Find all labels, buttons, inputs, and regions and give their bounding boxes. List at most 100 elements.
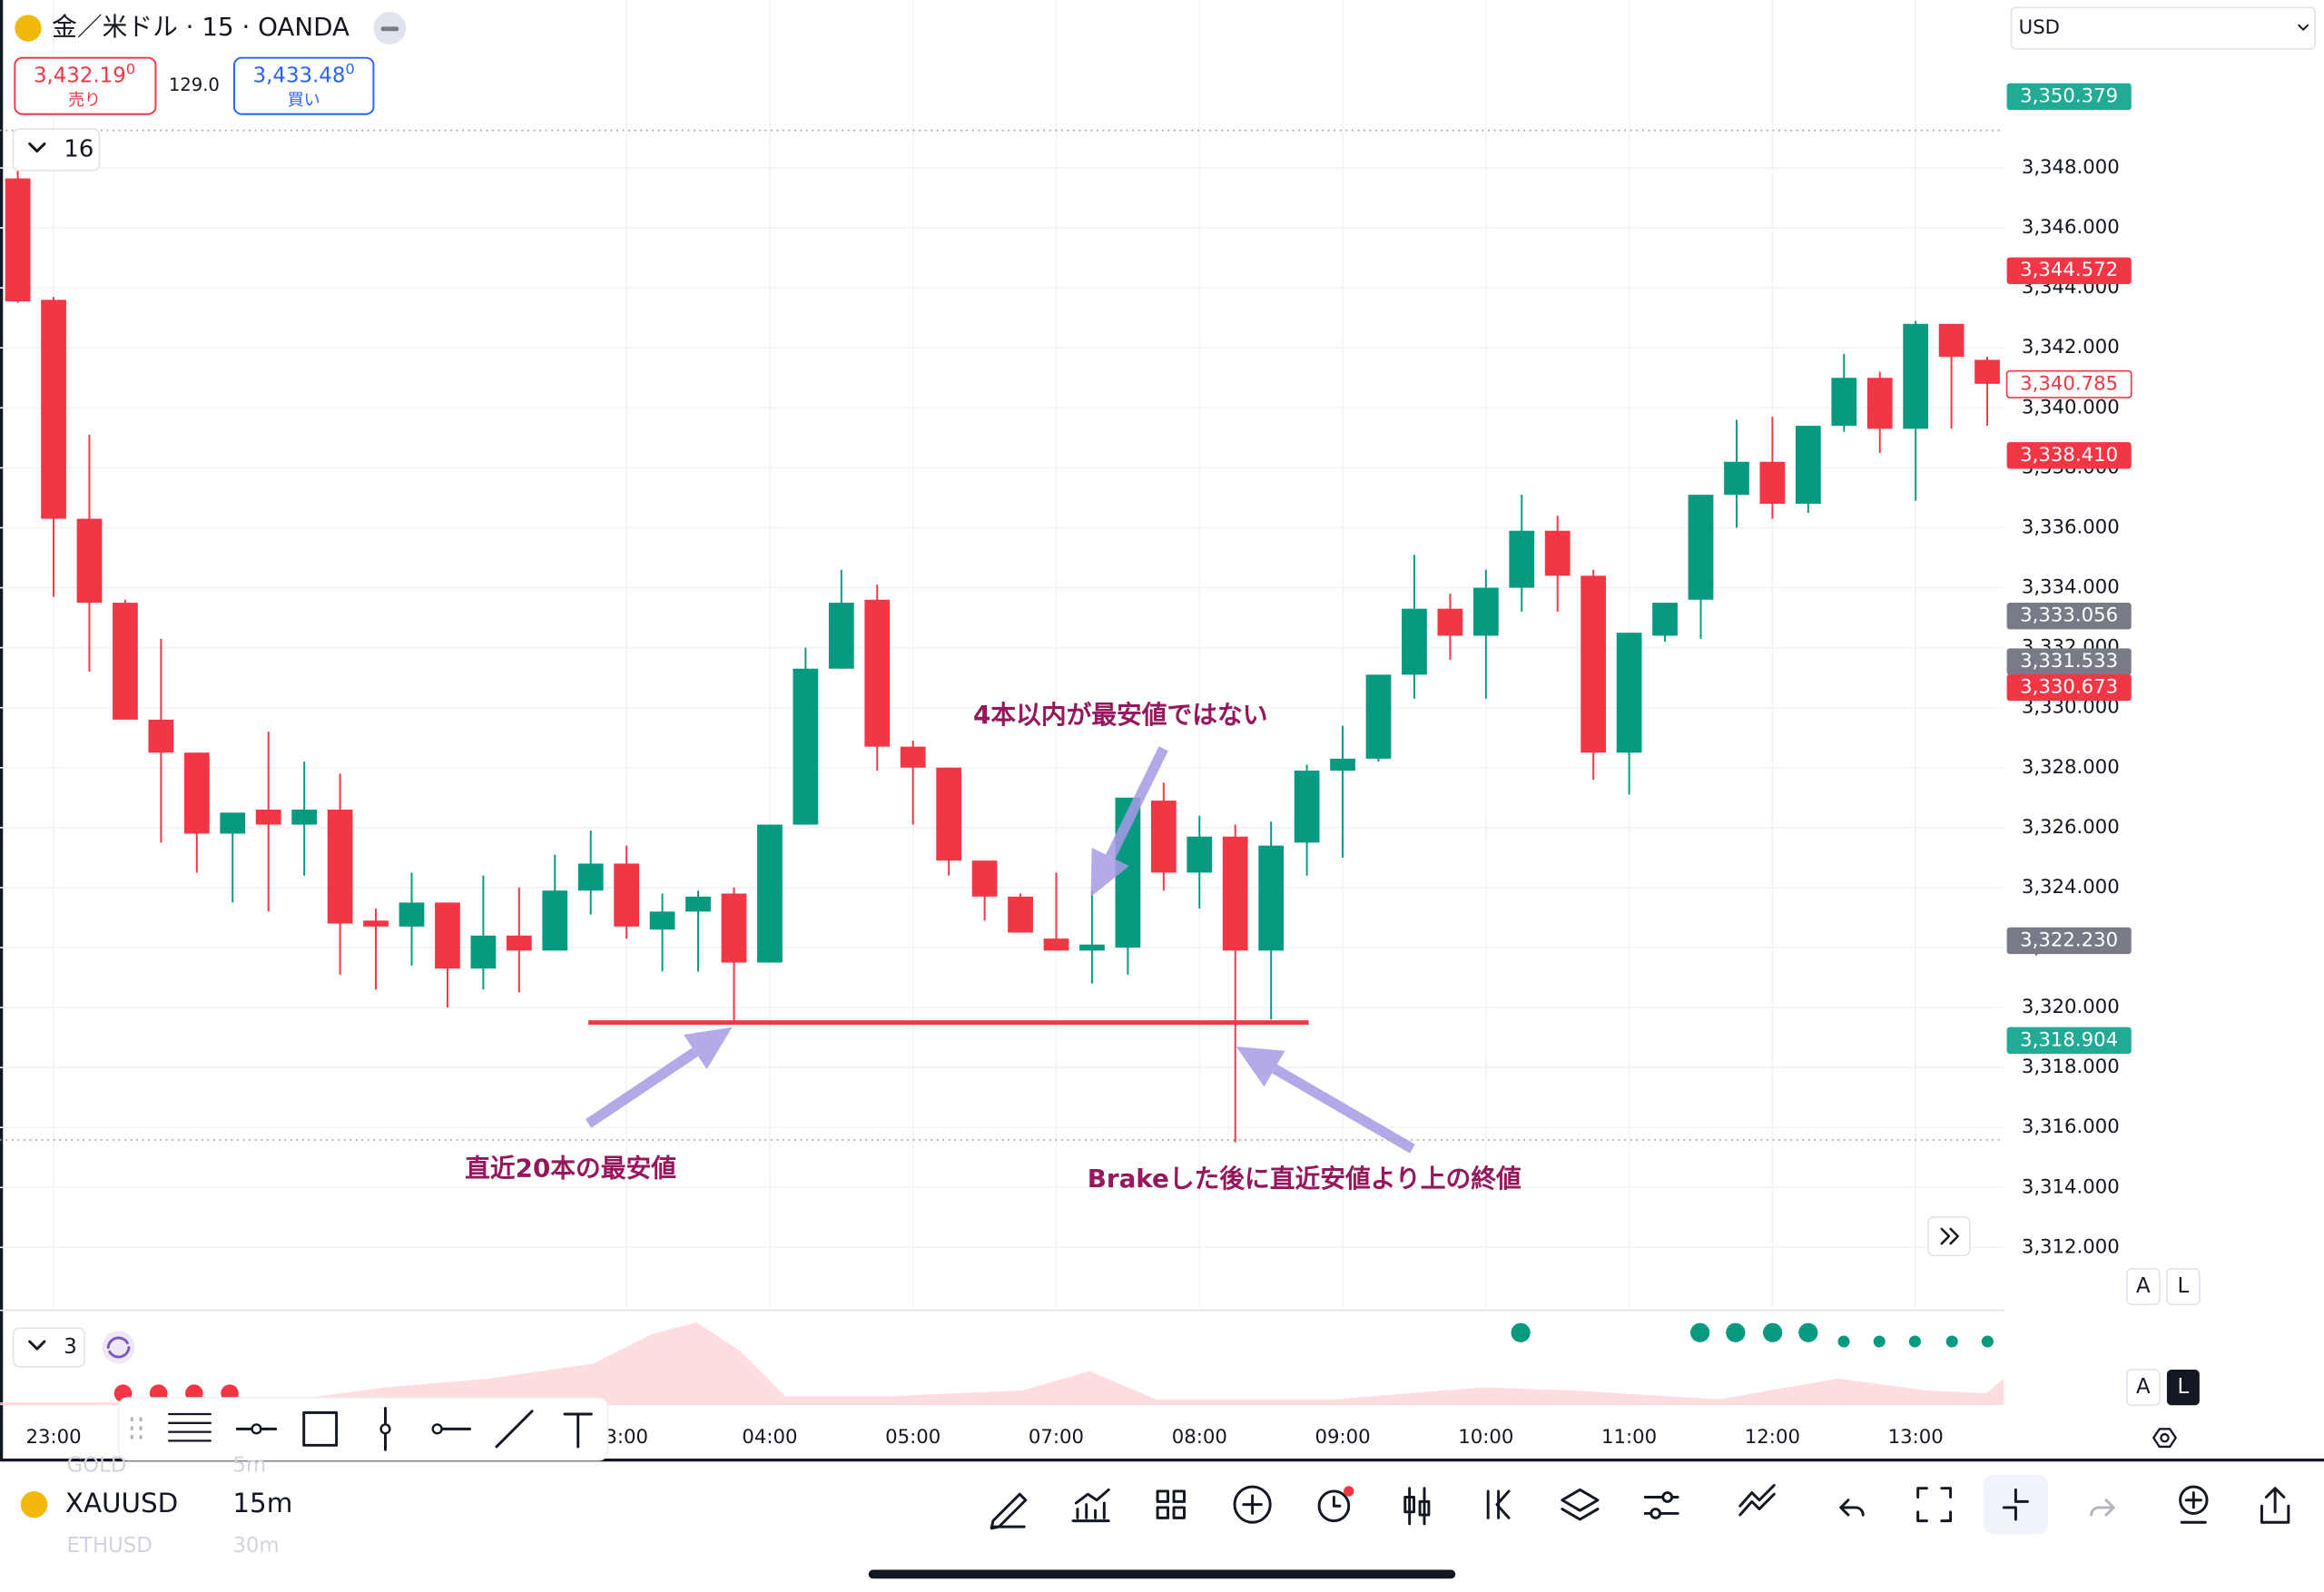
buy-button[interactable] <box>232 56 375 115</box>
candle-body <box>41 300 66 519</box>
log-scale-button[interactable] <box>2166 1268 2201 1305</box>
draw-icon[interactable] <box>990 1492 1028 1530</box>
candle-body <box>1330 758 1355 771</box>
collapse-icon <box>380 26 399 32</box>
buy-price-sup: 0 <box>345 60 354 77</box>
undo-icon[interactable] <box>1839 1499 1865 1517</box>
symbol-icon <box>20 1490 48 1518</box>
price-badge <box>2006 927 2132 955</box>
candle-body <box>1544 530 1571 576</box>
text-tool[interactable] <box>563 1412 593 1449</box>
x-tick-label: 04:00 <box>742 1426 797 1449</box>
candle-body <box>113 603 138 720</box>
home-indicator <box>868 1569 1456 1579</box>
fullscreen-icon[interactable] <box>1916 1487 1953 1523</box>
x-tick-label: 12:00 <box>1745 1426 1800 1449</box>
watchlist-interval: 5m <box>232 1454 266 1478</box>
add-icon-cross <box>1242 1494 1263 1515</box>
annotation-arrow-head <box>1090 847 1129 898</box>
y-tick-label: 3,312.000 <box>2022 1235 2120 1258</box>
annotation-arrow-head <box>684 1027 733 1070</box>
currency-select[interactable] <box>2010 6 2317 50</box>
annotation-arrow-shaft <box>585 1047 699 1128</box>
settings-icon[interactable] <box>2152 1428 2177 1449</box>
candle-body <box>793 668 819 825</box>
compare-icon[interactable] <box>1738 1483 1776 1517</box>
annotation: 直近20本の最安値 <box>465 1154 676 1184</box>
y-tick-label: 3,314.000 <box>2022 1175 2120 1198</box>
trend-tool[interactable] <box>495 1410 534 1449</box>
candle-body <box>1616 633 1642 753</box>
pane-auto-button[interactable] <box>2126 1369 2161 1407</box>
publish-icon[interactable] <box>2179 1485 2209 1515</box>
x-tick-label: 13:00 <box>1888 1426 1944 1449</box>
candle-body <box>577 863 604 891</box>
rect-tool[interactable] <box>302 1410 339 1447</box>
price-badge <box>2006 442 2132 469</box>
candle-body <box>971 860 998 897</box>
alert-icon[interactable] <box>1317 1489 1351 1523</box>
add-icon[interactable] <box>1233 1485 1272 1524</box>
candles-icon[interactable] <box>1408 1487 1426 1526</box>
watchlist-interval: 30m <box>232 1534 279 1558</box>
bottom-symbol[interactable]: XAUUSD <box>65 1488 178 1518</box>
price-badge <box>2005 369 2132 398</box>
signal-dot <box>1690 1322 1710 1342</box>
y-tick-label: 3,348.000 <box>2022 156 2120 179</box>
bottom-bar: GOLD 5m XAUUSD 15m ETHUSD 30m <box>20 1454 2290 1579</box>
y-tick-label: 3,326.000 <box>2022 816 2120 839</box>
price-badge-label: 3,318.904 <box>2020 1028 2118 1051</box>
candle-body <box>1831 378 1857 427</box>
x-tick-label: 23:00 <box>25 1426 81 1449</box>
share-icon[interactable] <box>2260 1487 2290 1524</box>
crosshair-button[interactable] <box>1983 1474 2049 1535</box>
pane-log-button[interactable] <box>2166 1370 2200 1406</box>
candle-body <box>148 719 174 753</box>
candle-body <box>1008 896 1033 933</box>
auto-scale-button[interactable] <box>2126 1268 2161 1305</box>
candle-body <box>1759 461 1786 505</box>
spread: 129.0 <box>169 74 220 95</box>
layers-icon[interactable] <box>1561 1488 1600 1521</box>
fib-tool[interactable] <box>167 1412 212 1442</box>
y-tick-label: 3,346.000 <box>2022 216 2120 239</box>
refresh-button[interactable] <box>102 1331 135 1364</box>
pane-toggle[interactable] <box>12 1327 85 1368</box>
bottom-interval[interactable]: 15m <box>232 1488 292 1518</box>
symbol-title: 金／米ドル · 15 · OANDA <box>52 12 350 42</box>
y-tick-label: 3,328.000 <box>2022 756 2120 779</box>
hline-handle <box>251 1423 262 1435</box>
indicator-toggle[interactable] <box>12 128 101 172</box>
pane-auto-label: A <box>2136 1375 2151 1399</box>
price-badge <box>2006 257 2132 284</box>
y-tick-label: 3,316.000 <box>2022 1115 2120 1138</box>
x-tick-label: 08:00 <box>1172 1426 1227 1449</box>
replay-icon[interactable] <box>1486 1489 1511 1519</box>
redo-icon[interactable] <box>2090 1499 2115 1517</box>
y-tick-label: 3,324.000 <box>2022 876 2120 899</box>
publish-icon-cross <box>2180 1491 2207 1524</box>
candle-body <box>1437 608 1463 636</box>
x-tick-label: 07:00 <box>1029 1426 1084 1449</box>
candle-body <box>1150 801 1177 873</box>
x-tick-label: 10:00 <box>1458 1426 1513 1449</box>
candle-body <box>1903 323 1929 429</box>
annotation: Brakeした後に直近安値より上の終値 <box>1088 1164 1521 1194</box>
price-badge-label: 3,338.410 <box>2020 444 2118 467</box>
indicators-icon[interactable] <box>1071 1488 1110 1523</box>
candle-body <box>1652 603 1678 636</box>
candle-body <box>327 810 353 924</box>
signal-dot <box>1511 1322 1531 1342</box>
buy-price: 3,433.480 <box>253 60 355 87</box>
refresh-icon <box>106 1336 131 1359</box>
sell-button[interactable] <box>14 56 157 115</box>
layout-icon[interactable] <box>1156 1489 1186 1519</box>
ray-handle <box>431 1423 443 1435</box>
vline-handle <box>379 1423 391 1435</box>
price-badge <box>2006 648 2132 675</box>
y-tick-label: 3,334.000 <box>2022 576 2120 599</box>
y-tick-label: 3,336.000 <box>2022 516 2120 538</box>
